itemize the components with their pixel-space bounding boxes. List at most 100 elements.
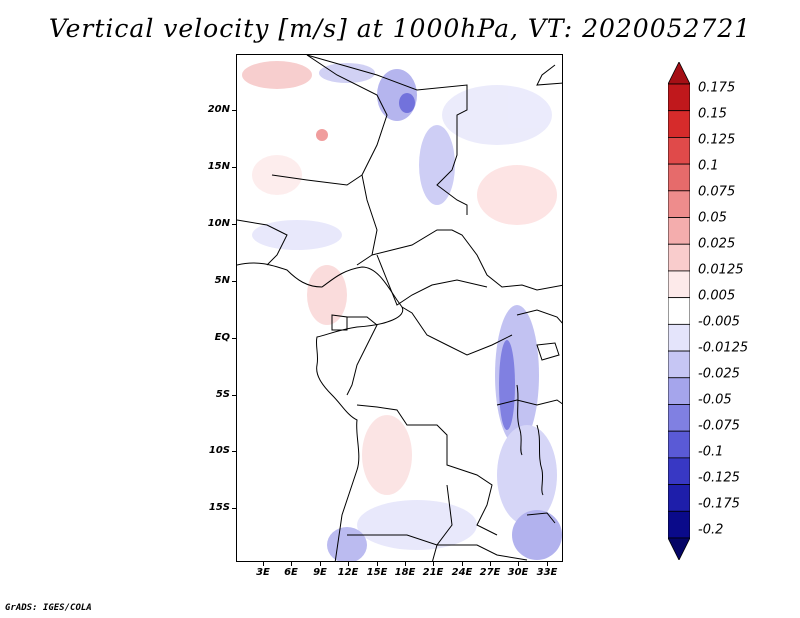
- colorbar-label: 0.075: [698, 184, 736, 200]
- velocity-patch: [252, 155, 302, 195]
- lon-label: 18E: [394, 567, 416, 578]
- colorbar-box: [668, 430, 690, 459]
- colorbar-label: -0.05: [698, 392, 732, 408]
- lon-tick: [377, 562, 378, 566]
- coastlines-borders: [237, 55, 562, 561]
- country-border: [371, 229, 562, 291]
- lat-label: 5S: [215, 389, 230, 400]
- lon-label: 24E: [451, 567, 473, 578]
- lon-tick: [320, 562, 321, 566]
- lon-label: 30E: [507, 567, 529, 578]
- lat-tick: [232, 338, 236, 339]
- country-border: [536, 64, 562, 86]
- velocity-patch: [497, 425, 557, 525]
- footer-credit: GrADS: IGES/COLA: [5, 603, 92, 613]
- lat-label: 20N: [207, 104, 230, 115]
- lat-tick: [232, 395, 236, 396]
- colorbar-box: [668, 377, 690, 405]
- lon-tick: [291, 562, 292, 566]
- country-border: [347, 534, 528, 561]
- lon-tick: [547, 562, 548, 566]
- colorbar-label: -0.075: [698, 418, 740, 434]
- colorbar-box: [668, 62, 690, 85]
- lat-tick: [232, 508, 236, 509]
- lon-label: 9E: [313, 567, 327, 578]
- lat-tick: [232, 451, 236, 452]
- lon-label: 12E: [337, 567, 359, 578]
- country-border: [346, 316, 378, 396]
- colorbar-label: 0.125: [698, 132, 736, 148]
- colorbar-label: 0.1: [698, 158, 719, 174]
- lon-label: 21E: [422, 567, 444, 578]
- lon-tick: [433, 562, 434, 566]
- lon-tick: [263, 562, 264, 566]
- lat-tick: [232, 281, 236, 282]
- lake-outline: [536, 424, 544, 496]
- country-border: [432, 484, 453, 561]
- colorbar-box: [668, 484, 690, 512]
- velocity-patch: [419, 125, 455, 205]
- map-title: Vertical velocity [m/s] at 1000hPa, VT: …: [48, 14, 752, 43]
- colorbar-box: [668, 297, 690, 325]
- lon-tick: [462, 562, 463, 566]
- velocity-patch: [307, 265, 347, 325]
- lat-label: 10N: [207, 218, 230, 229]
- colorbar-label: 0.15: [698, 106, 727, 122]
- lat-tick: [232, 167, 236, 168]
- lon-label: 3E: [256, 567, 270, 578]
- velocity-patch: [442, 85, 552, 145]
- colorbar-box: [668, 137, 690, 165]
- lat-label: 5N: [214, 275, 230, 286]
- coastline: [237, 262, 404, 561]
- colorbar-label: -0.025: [698, 366, 740, 382]
- colorbar-label: -0.005: [698, 314, 740, 330]
- velocity-patch: [242, 61, 312, 89]
- colorbar-box: [668, 537, 690, 560]
- country-border: [271, 174, 363, 186]
- country-border: [356, 404, 498, 536]
- colorbar-label: -0.175: [698, 496, 740, 512]
- velocity-patch: [319, 63, 375, 83]
- lon-label: 15E: [366, 567, 388, 578]
- country-border: [306, 55, 468, 215]
- velocity-patch: [357, 500, 477, 550]
- colorbar-label: 0.025: [698, 236, 736, 252]
- colorbar-box: [668, 163, 690, 192]
- lake-outline: [516, 384, 523, 456]
- colorbar-label: 0.175: [698, 80, 736, 96]
- velocity-patch: [499, 340, 515, 430]
- colorbar-label: -0.125: [698, 470, 740, 486]
- lat-label: 10S: [208, 445, 230, 456]
- lon-label: 33E: [536, 567, 558, 578]
- velocity-patch: [252, 220, 342, 250]
- colorbar: [668, 62, 690, 560]
- lat-tick: [232, 110, 236, 111]
- colorbar-label: 0.005: [698, 288, 736, 304]
- colorbar-box: [668, 510, 690, 539]
- lake-outline: [536, 342, 560, 361]
- lat-tick: [232, 224, 236, 225]
- map-canvas: [237, 55, 562, 561]
- lon-tick: [490, 562, 491, 566]
- colorbar-box: [668, 270, 690, 299]
- lat-label: EQ: [214, 332, 230, 343]
- colorbar-box: [668, 457, 690, 485]
- lon-label: 27E: [479, 567, 501, 578]
- lat-label: 15N: [207, 161, 230, 172]
- velocity-patch: [477, 165, 557, 225]
- velocity-patch: [362, 415, 412, 495]
- velocity-patch: [512, 510, 562, 560]
- colorbar-label: -0.0125: [698, 340, 749, 356]
- lon-tick: [348, 562, 349, 566]
- colorbar-label: 0.05: [698, 210, 727, 226]
- country-border: [237, 219, 288, 266]
- lat-label: 15S: [208, 502, 230, 513]
- colorbar-box: [668, 350, 690, 379]
- country-border: [331, 314, 348, 331]
- colorbar-label: -0.2: [698, 522, 724, 538]
- map-panel: [236, 54, 563, 562]
- lon-tick: [405, 562, 406, 566]
- country-border: [376, 254, 488, 306]
- colorbar-box: [668, 323, 690, 352]
- colorbar-box: [668, 404, 690, 432]
